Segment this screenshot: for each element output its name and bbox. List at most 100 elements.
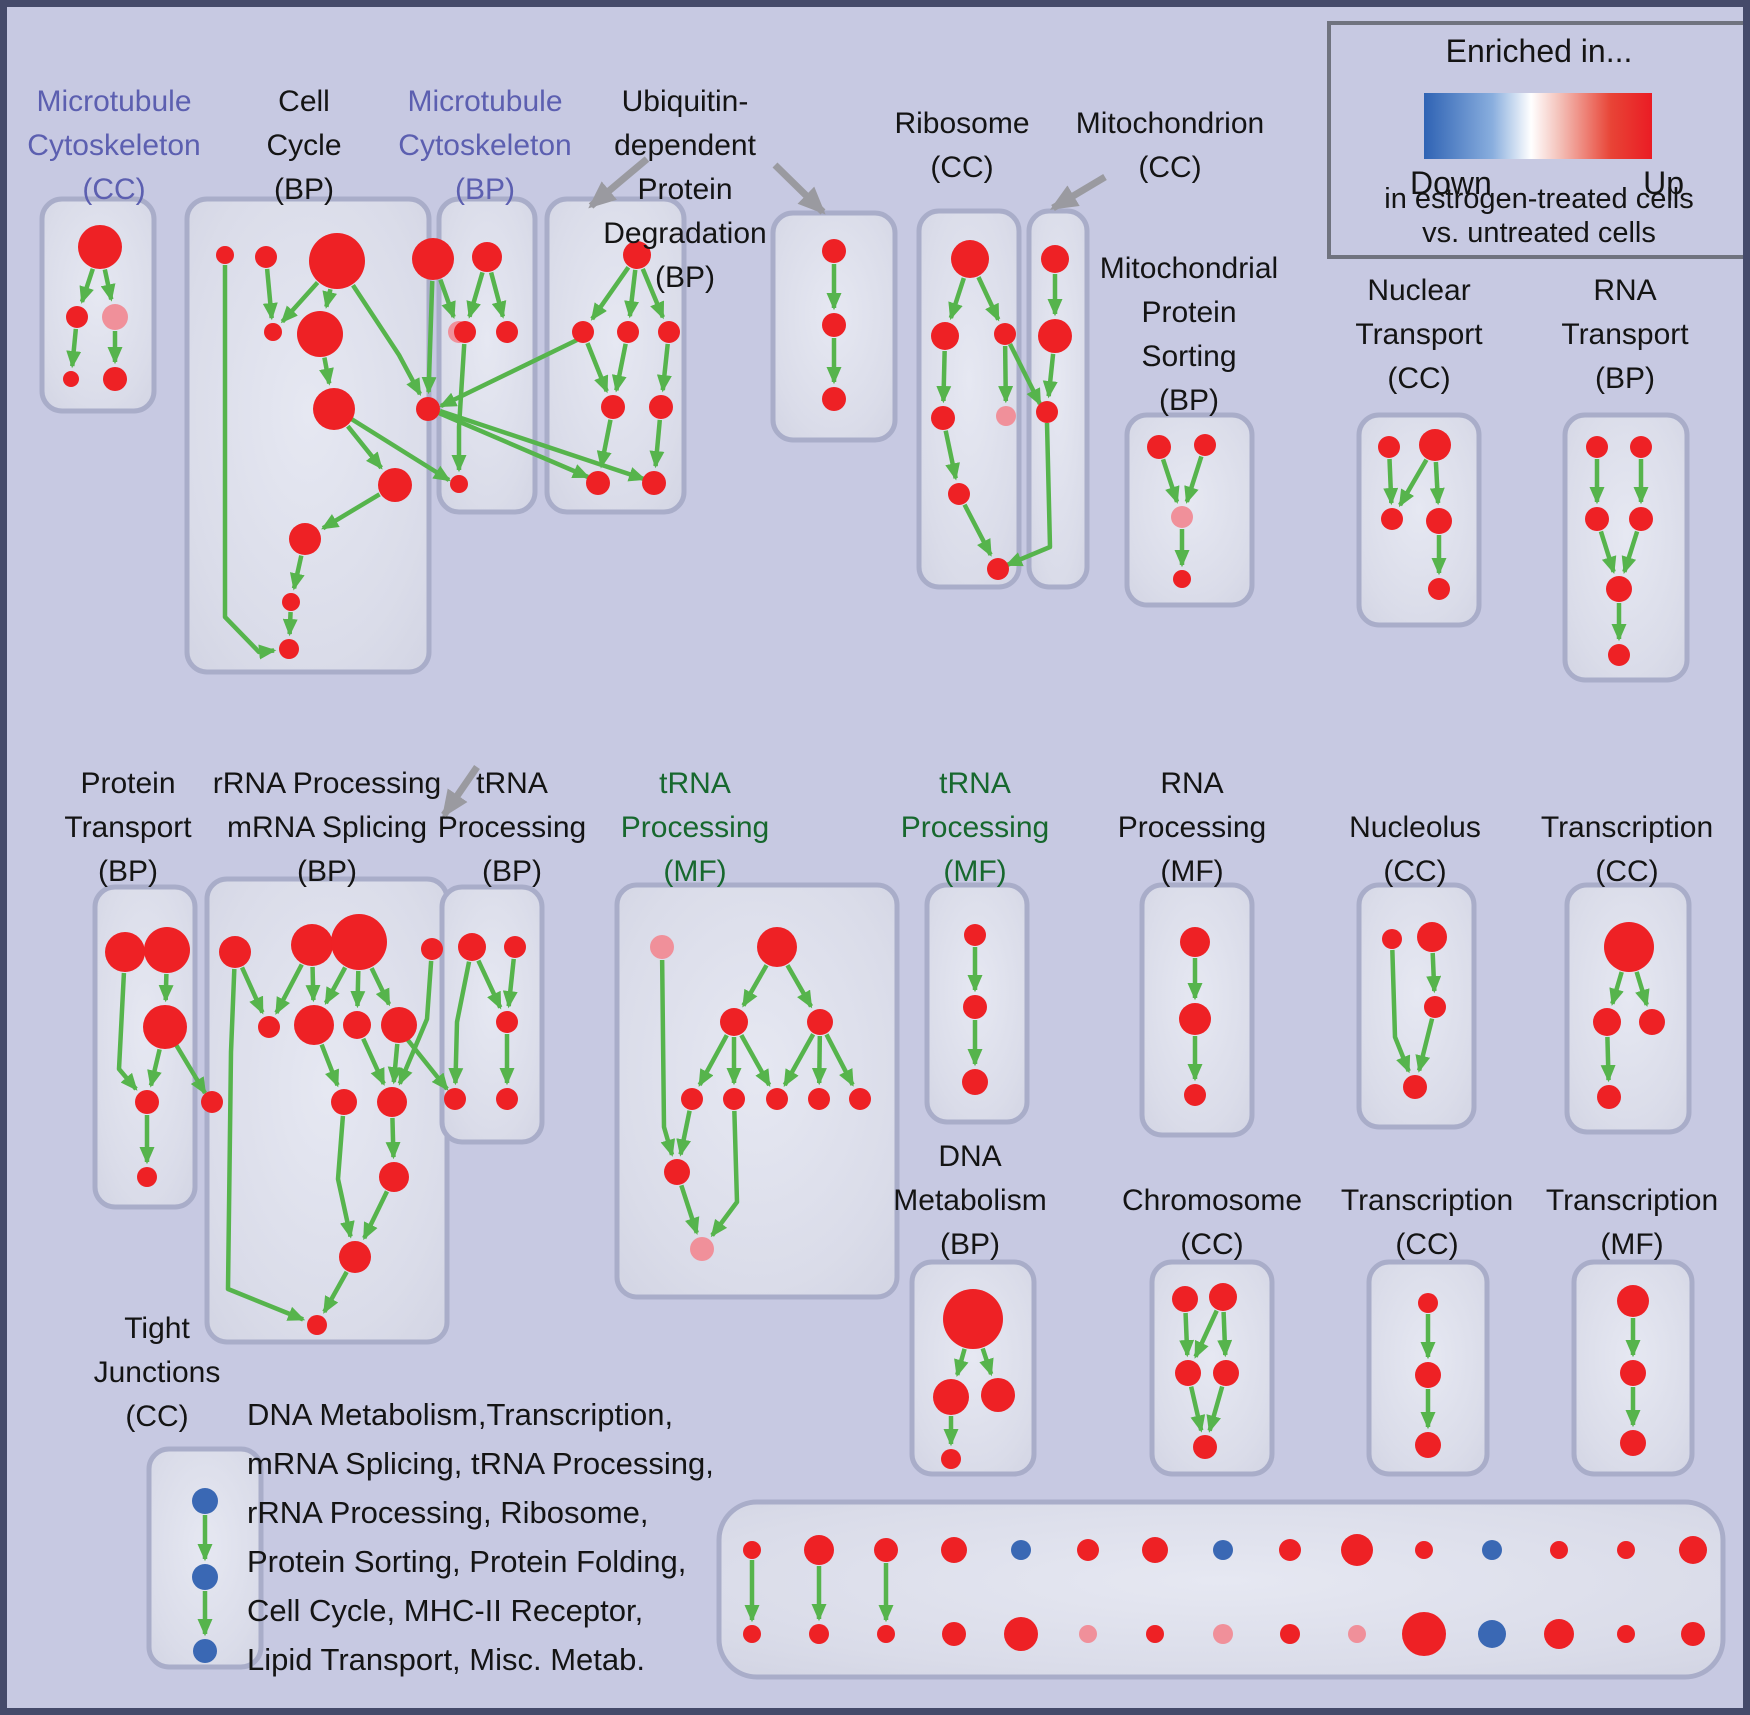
graph-node xyxy=(1617,1285,1649,1317)
graph-edge xyxy=(782,1033,816,1087)
graph-node xyxy=(66,306,88,328)
graph-node xyxy=(412,238,454,280)
graph-edge xyxy=(954,1348,969,1378)
cluster-box-merged-misc xyxy=(716,1499,1726,1680)
graph-node xyxy=(1171,506,1193,528)
graph-node xyxy=(1209,1283,1237,1311)
graph-edge xyxy=(282,611,298,637)
graph-edge xyxy=(322,1270,349,1314)
graph-edge xyxy=(361,1037,386,1086)
graph-node xyxy=(1077,1539,1099,1561)
graph-edge xyxy=(1429,461,1445,506)
graph-node xyxy=(996,406,1016,426)
graph-node xyxy=(1341,1534,1373,1566)
graph-node xyxy=(264,323,282,341)
graph-node xyxy=(331,1089,357,1115)
graph-edge xyxy=(262,268,278,321)
graph-node xyxy=(454,321,476,343)
annotation-arrow xyxy=(588,156,650,209)
graph-node xyxy=(496,321,518,343)
graph-node xyxy=(658,321,680,343)
graph-edge xyxy=(1600,1036,1616,1083)
graph-node xyxy=(282,593,300,611)
graph-edge xyxy=(659,959,676,1157)
graph-node xyxy=(307,1315,327,1335)
label-trna-mf-2: tRNA Processing (MF) xyxy=(900,767,1050,888)
graph-edge xyxy=(466,271,485,319)
graph-node xyxy=(63,371,79,387)
graph-edge xyxy=(147,1048,162,1088)
graph-node xyxy=(1180,927,1210,957)
graph-node xyxy=(1142,1537,1168,1563)
label-cell-cycle: Cell Cycle (BP) xyxy=(266,85,342,206)
graph-node xyxy=(1415,1541,1433,1559)
graph-node xyxy=(962,1069,988,1095)
graph-edge xyxy=(1042,353,1058,399)
legend-gradient-bar xyxy=(1424,93,1652,159)
label-trna-mf-1: tRNA Processing (MF) xyxy=(620,767,770,888)
graph-node xyxy=(1382,929,1402,949)
graph-edge xyxy=(362,1190,390,1241)
graph-node xyxy=(822,387,846,411)
graph-node xyxy=(192,1564,218,1590)
graph-edge xyxy=(1160,458,1180,504)
network-canvas xyxy=(39,156,1726,1680)
graph-node xyxy=(1419,429,1451,461)
label-transcription-cc: Transcription (CC) xyxy=(1540,811,1714,888)
graph-node xyxy=(943,1289,1003,1349)
graph-node xyxy=(720,1008,748,1036)
graph-node xyxy=(105,932,145,972)
graph-node xyxy=(216,246,234,264)
graph-node xyxy=(103,367,127,391)
graph-edge xyxy=(100,269,116,302)
graph-node xyxy=(1617,1541,1635,1559)
graph-node xyxy=(942,1622,966,1646)
graph-node xyxy=(874,1538,898,1562)
graph-node xyxy=(963,995,987,1019)
graph-edge xyxy=(1634,971,1650,1007)
annotation-arrow xyxy=(441,765,480,818)
graph-node xyxy=(1604,922,1654,972)
graph-node xyxy=(1681,1622,1705,1646)
graph-edge xyxy=(611,343,628,393)
graph-node xyxy=(137,1167,157,1187)
graph-edge xyxy=(274,963,304,1015)
graph-edge xyxy=(741,964,769,1008)
graph-node xyxy=(1418,1293,1438,1313)
graph-edge xyxy=(369,967,392,1007)
graph-node xyxy=(1679,1536,1707,1564)
legend-title: Enriched in... xyxy=(1445,33,1633,69)
graph-node xyxy=(1403,1075,1427,1099)
graph-node xyxy=(1415,1362,1441,1388)
graph-edge xyxy=(710,1110,740,1238)
graph-node xyxy=(219,936,251,968)
graph-node xyxy=(808,1088,830,1110)
graph-edge xyxy=(351,283,422,397)
graph-node xyxy=(849,1088,871,1110)
graph-node xyxy=(144,927,190,973)
graph-edge-cross xyxy=(173,1041,207,1095)
graph-node xyxy=(1146,1625,1164,1643)
graph-edge xyxy=(289,555,305,591)
graph-node xyxy=(1544,1619,1574,1649)
graph-node xyxy=(1175,1360,1201,1386)
graph-edge xyxy=(66,328,82,369)
label-protein-transport: Protein Transport (BP) xyxy=(64,767,192,888)
graph-edge xyxy=(1193,1309,1219,1359)
graph-node xyxy=(877,1625,895,1643)
graph-edge xyxy=(1184,455,1204,504)
graph-edge xyxy=(116,972,138,1091)
graph-node xyxy=(1402,1612,1446,1656)
graph-edge xyxy=(649,419,665,469)
graph-node xyxy=(1426,508,1452,534)
legend-up-label: Up xyxy=(1643,165,1684,201)
graph-edge xyxy=(585,342,609,394)
graph-node xyxy=(78,225,122,269)
graph-node xyxy=(201,1091,223,1113)
graph-edge xyxy=(319,357,334,386)
graph-node xyxy=(822,313,846,337)
graph-edge xyxy=(350,970,366,1009)
graph-node xyxy=(1550,1541,1568,1559)
label-misc-groups: DNA Metabolism,Transcription, mRNA Splic… xyxy=(247,1397,714,1677)
label-microtubule-cc: Microtubule Cytoskeleton (CC) xyxy=(27,85,201,206)
